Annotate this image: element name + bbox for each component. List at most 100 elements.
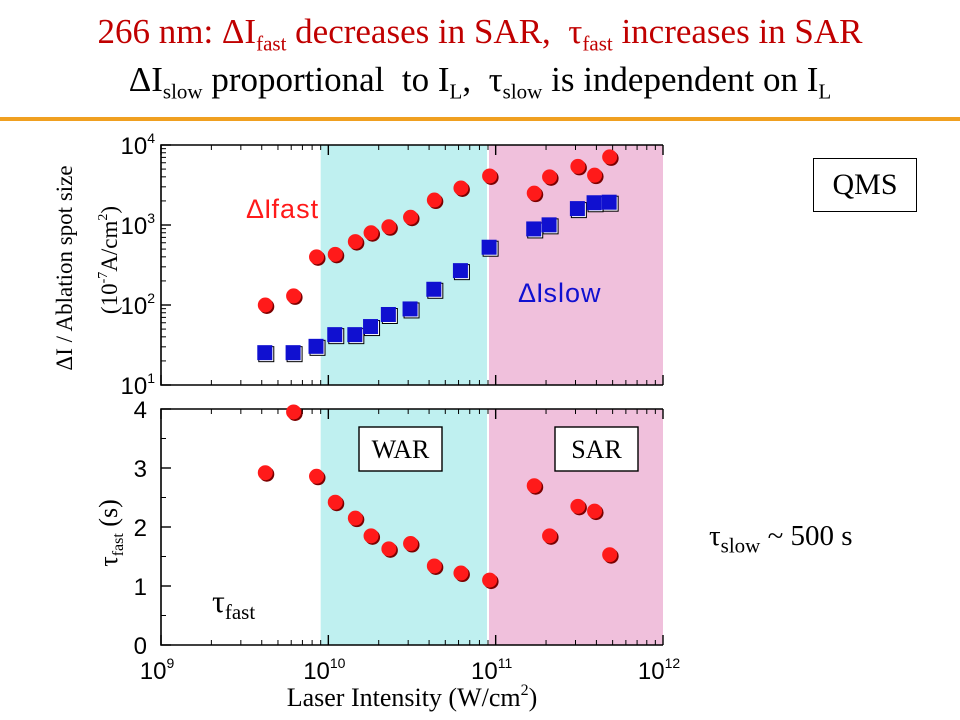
tick-exp: 4 [147,130,155,146]
delta-i-slow-point [285,345,301,361]
series-label-main: ΔI [518,278,544,308]
tau-fast-point [286,404,302,420]
tick-exp: 2 [147,290,155,306]
x-tick-label: 1012 [638,655,680,685]
delta-i-slow-point [601,194,617,210]
series-label-tau-fast: τfast [212,583,255,624]
tick-base: 10 [121,133,148,160]
tick-base: 10 [121,373,148,400]
delta-i-fast-point [286,288,302,304]
delta-i-slow-point [586,195,602,211]
y-axis-title-top-line1: ΔI / Ablation spot size [52,165,77,370]
x-tick-label: 1010 [303,655,345,685]
region-label-war: WAR [372,435,430,464]
title2-sub: L [818,79,832,104]
delta-i-fast-point [426,192,442,208]
tick-exp: 11 [498,655,513,671]
delta-i-fast-point [381,219,397,235]
series-label-main: ΔI [246,194,272,224]
series-label-delta-i-slow: ΔIslow [518,278,602,308]
title2-part: is independent on I [542,60,819,99]
tau-fast-point [526,478,542,494]
ylabel-part: ) [97,206,122,214]
tau-fast-point [381,541,397,557]
tau-fast-point [347,510,363,526]
delta-i-fast-point [403,209,419,225]
series-label-sub: fast [272,194,320,224]
tau-fast-point [363,528,379,544]
tau-fast-point [482,572,498,588]
x-axis-title-suffix: ) [529,683,538,712]
delta-i-slow-point [452,263,468,279]
title2-part: ΔI [128,60,163,99]
delta-i-slow-point [569,201,585,217]
delta-i-slow-point [347,327,363,343]
region-label-sar: SAR [571,435,622,464]
y-tick-label: 102 [121,290,156,320]
delta-i-slow-point [363,319,379,335]
delta-i-slow-point [481,239,497,255]
delta-i-fast-point [542,169,558,185]
y-tick-label: 1 [134,574,147,601]
delta-i-fast-point [453,180,469,196]
ylabel-part: A/cm [97,221,122,272]
y-tick-label: 3 [134,456,147,483]
delta-i-slow-point [402,301,418,317]
delta-i-fast-point [602,149,618,165]
x-axis-title-exp: 2 [521,682,529,699]
y-tick-label: 103 [121,210,156,240]
title1-part: decreases in SAR, τ [286,12,583,51]
series-label-sub: fast [225,600,255,624]
tau-fast-point [587,503,603,519]
y-axis-title-top-line2: (10-7A/cm2) [96,206,122,314]
tick-base: 10 [303,658,330,685]
delta-i-fast-point [257,297,273,313]
series-label-main: τ [212,583,225,619]
tick-base: 10 [121,213,148,240]
ylabel-exp: -7 [96,272,111,284]
y-tick-label: 104 [121,130,156,160]
delta-i-slow-point [526,221,542,237]
tau-fast-point [426,558,442,574]
axis-frame-top [160,144,663,386]
x-axis-title: Laser Intensity (W/cm2) [287,682,538,712]
tick-base: 10 [471,658,498,685]
delta-i-fast-point [347,234,363,250]
title1-part: 266 nm: ΔI [97,12,257,51]
series-label-delta-i-fast: ΔIfast [246,194,319,224]
y-tick-label: 2 [134,515,147,542]
title2-sub: slow [162,79,203,104]
region-sar-top [488,145,663,385]
tick-exp: 12 [665,655,681,671]
ylabel-part: τ [94,556,123,566]
tick-base: 10 [140,658,167,685]
tau-slow-sub: slow [720,533,761,558]
title2-part: proportional to I [202,60,450,99]
delta-i-slow-point [426,281,442,297]
y-tick-label: 4 [134,397,147,424]
delta-i-fast-point [309,249,325,265]
title2-sub: slow [502,79,543,104]
tau-slow-symbol: τ [709,520,721,552]
title2-part: , τ [462,60,503,99]
delta-i-fast-point [482,168,498,184]
tick-exp: 9 [166,655,174,671]
delta-i-fast-point [327,246,343,262]
tick-exp: 3 [147,210,155,226]
delta-i-fast-point [587,167,603,183]
y-axis-title-bottom: τfast (s) [94,499,127,567]
delta-i-slow-point [541,217,557,233]
title1-sub: fast [256,31,287,56]
delta-i-slow-point [327,327,343,343]
tick-exp: 1 [147,370,155,386]
y-tick-label: 0 [134,633,147,660]
qms-label: QMS [813,158,917,212]
y-tick-label: 101 [121,370,156,400]
tau-fast-point [309,468,325,484]
tick-exp: 10 [330,655,346,671]
tau-fast-point [570,498,586,514]
tau-fast-point [327,494,343,510]
tau-fast-point [403,536,419,552]
tau-fast-point [453,565,469,581]
